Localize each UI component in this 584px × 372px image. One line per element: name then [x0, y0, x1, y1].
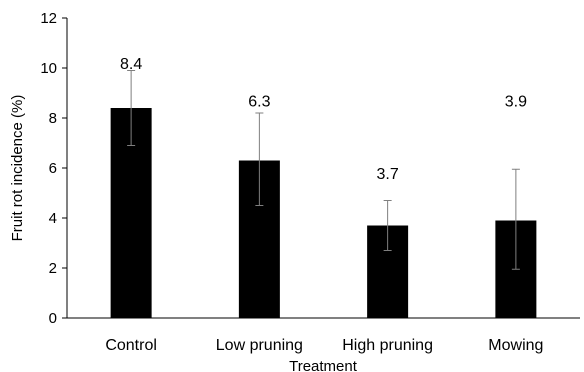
y-tick-label: 10 [40, 60, 57, 77]
y-ticks: 0 2 4 6 8 10 12 [40, 10, 67, 327]
data-label: 8.4 [120, 56, 142, 73]
y-tick-label: 6 [49, 160, 57, 177]
x-categories: Control Low pruning High pruning Mowing [105, 337, 543, 354]
data-label: 3.9 [505, 94, 527, 111]
y-tick-label: 4 [49, 210, 57, 227]
x-category-label: Low pruning [216, 337, 303, 354]
y-tick-label: 2 [49, 260, 57, 277]
y-axis-title: Fruit rot incidence (%) [9, 95, 26, 242]
bars [110, 108, 537, 318]
y-tick-label: 12 [40, 10, 57, 27]
data-labels: 8.4 6.3 3.7 3.9 [120, 56, 527, 183]
x-category-label: Mowing [488, 337, 543, 354]
x-category-label: Control [105, 337, 157, 354]
error-bars [127, 70, 520, 270]
x-axis-title: Treatment [289, 358, 358, 372]
data-label: 6.3 [248, 94, 270, 111]
y-tick-label: 8 [49, 110, 57, 127]
x-category-label: High pruning [342, 337, 433, 354]
y-tick-label: 0 [49, 310, 57, 327]
data-label: 3.7 [377, 166, 399, 183]
